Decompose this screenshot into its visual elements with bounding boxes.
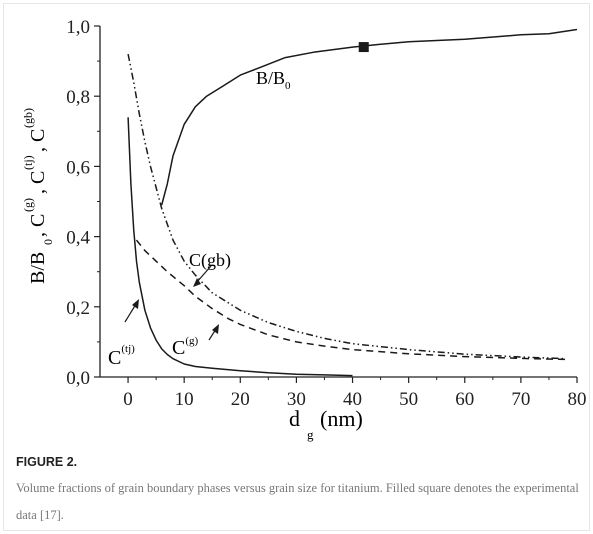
annotation-c-g: C(g) — [172, 335, 199, 359]
x-tick-label: 40 — [343, 389, 362, 410]
chart-annotations: B/B0 C(gb) C(g) C(tj) — [21, 68, 363, 442]
figure-caption: Volume fractions of grain boundary phase… — [16, 481, 579, 522]
arrow-c-gb — [196, 265, 212, 283]
x-tick-label: 30 — [287, 389, 306, 410]
x-axis-label-sub: g — [307, 427, 314, 442]
x-tick-label: 50 — [399, 389, 418, 410]
svg-text:(g): (g) — [21, 198, 35, 212]
x-tick-label: 70 — [511, 389, 530, 410]
arrow-c-tj — [124, 303, 137, 323]
y-tick-label: 0,6 — [66, 157, 90, 178]
y-tick-label: 0,4 — [66, 228, 90, 249]
y-tick-label: 0,8 — [66, 87, 90, 108]
arrow-c-g-head — [212, 324, 219, 334]
y-tick-label: 0,2 — [66, 298, 90, 319]
y-tick-label: 1,0 — [66, 17, 90, 38]
series-c-gb-line — [127, 53, 566, 360]
annotation-b-b0: B/B0 — [256, 68, 291, 92]
x-tick-label: 20 — [231, 389, 250, 410]
svg-text:, C: , C — [27, 171, 49, 194]
chart-axes: 0 10 20 30 40 50 60 70 80 0,0 0,2 0,4 0,6 0,8 1,0 — [66, 17, 586, 410]
annotation-b-b0-sub: 0 — [285, 80, 291, 92]
svg-text:(gb): (gb) — [21, 108, 35, 128]
chart-curves — [127, 28, 578, 377]
annotation-c-g-sup: (g) — [185, 335, 198, 347]
x-tick-label: 60 — [455, 389, 474, 410]
x-axis-unit: (nm) — [320, 406, 363, 431]
chart: 0 10 20 30 40 50 60 70 800,00,20,40,60,81,0 B/B0… — [21, 17, 587, 442]
annotation-c-tj-sup: (tj) — [121, 343, 135, 355]
figure-frame: 0 10 20 30 40 50 60 70 80 0,0 0,2 0,4 0,6 0,8 1,0 B/B0… — [3, 3, 590, 531]
annotation-c-tj: C(tj) — [108, 343, 135, 369]
svg-text:, C: , C — [27, 214, 49, 237]
x-axis-label: d — [289, 406, 300, 431]
chart-container: 0 10 20 30 40 50 60 70 80 0,0 0,2 0,4 0,6 0,8 1,0 B/B0… — [4, 4, 593, 444]
svg-text:, C: , C — [27, 129, 49, 152]
arrow-c-gb-head — [193, 278, 201, 287]
x-tick-label: 0 — [123, 389, 133, 410]
x-tick-label: 10 — [175, 389, 194, 410]
series-c-g-line — [135, 239, 566, 361]
svg-text:0: 0 — [41, 239, 55, 245]
experimental-data-marker — [358, 42, 369, 53]
annotation-c-gb: C(gb) — [189, 250, 231, 271]
y-tick-label: 0,0 — [66, 368, 90, 389]
figure-label: FIGURE 2. — [16, 455, 78, 469]
arrow-c-tj-head — [132, 299, 139, 309]
series-b-b0-line — [160, 28, 578, 206]
svg-text:(tj): (tj) — [21, 155, 35, 170]
svg-text:B/B: B/B — [27, 252, 49, 284]
y-axis-label: B/B 0 , C (g) , C (tj) , C (gb) — [21, 108, 55, 284]
series-c-tj-line — [127, 117, 353, 377]
x-tick-label: 80 — [568, 389, 587, 410]
